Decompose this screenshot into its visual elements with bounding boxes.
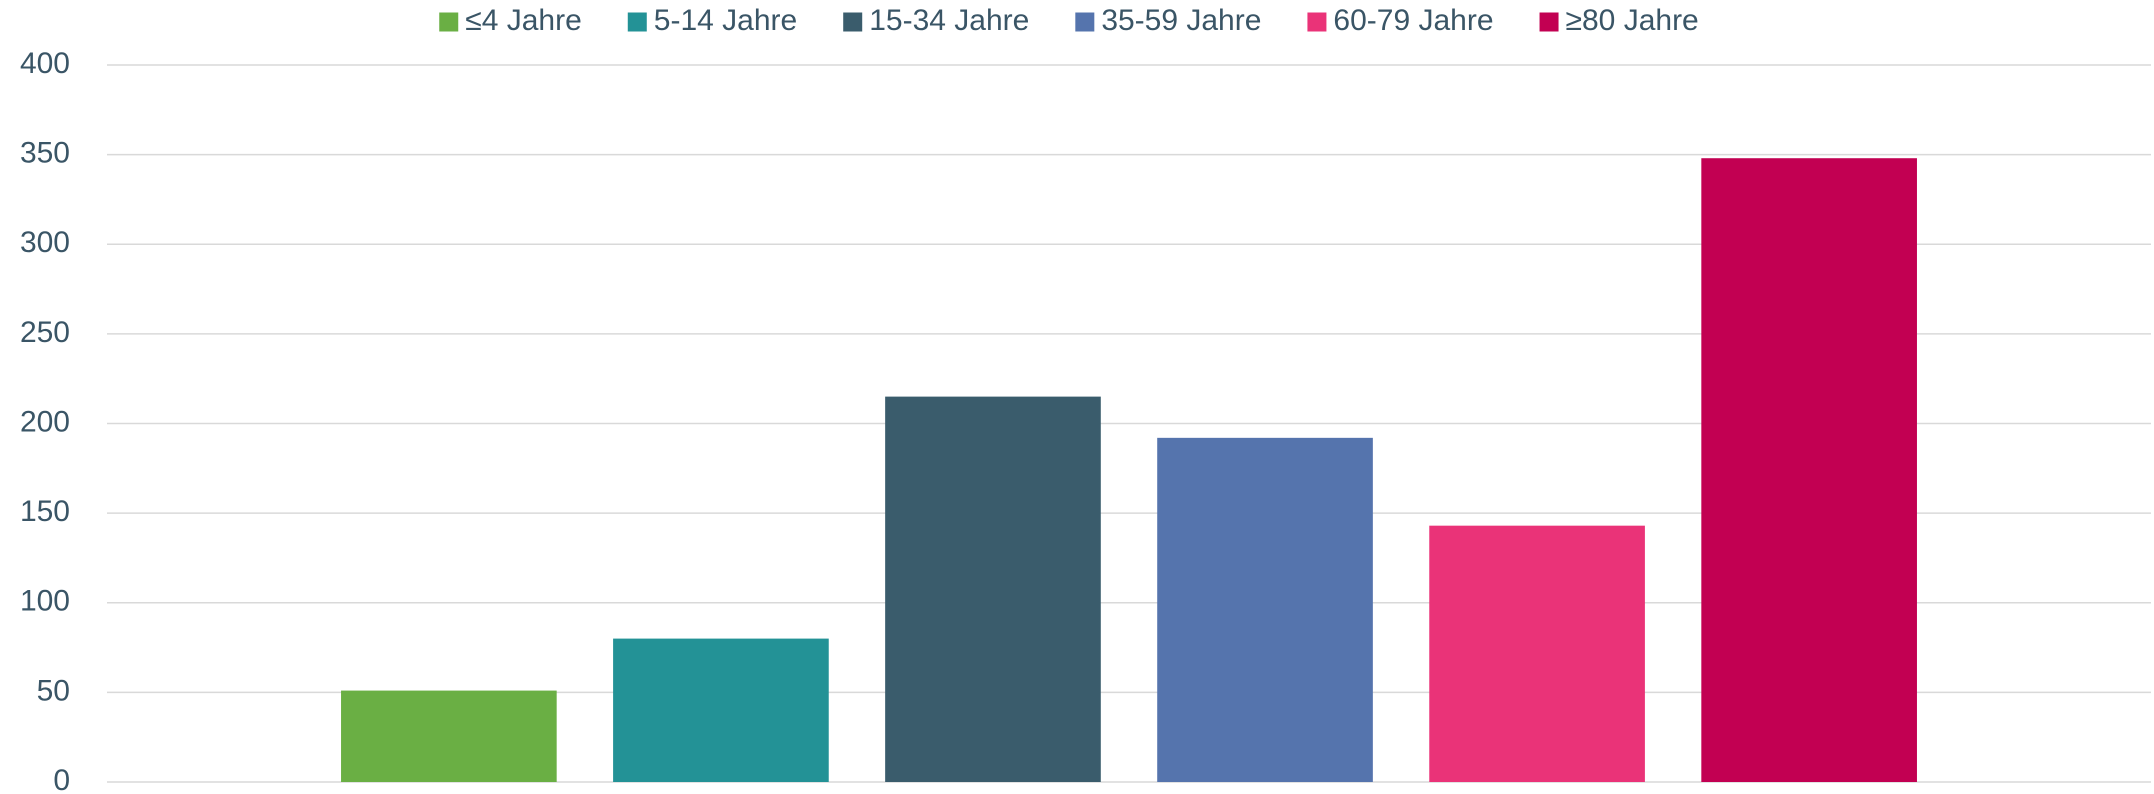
legend-swatch (627, 12, 647, 32)
y-tick-label: 400 (20, 47, 70, 80)
bar (1429, 525, 1645, 782)
y-tick-label: 250 (20, 316, 70, 349)
y-tick-label: 350 (20, 137, 70, 170)
y-tick-label: 150 (20, 495, 70, 528)
legend-label: ≤4 Jahre (465, 4, 582, 37)
legend-swatch (1539, 12, 1559, 32)
legend-label: ≥80 Jahre (1566, 4, 1699, 37)
bar (1157, 437, 1373, 782)
legend-label: 60-79 Jahre (1333, 4, 1493, 37)
legend-swatch (1307, 12, 1327, 32)
legend-label: 5-14 Jahre (654, 4, 797, 37)
legend-swatch (1075, 12, 1095, 32)
bar (613, 638, 829, 782)
y-tick-label: 0 (53, 764, 70, 794)
y-tick-label: 200 (20, 405, 70, 438)
legend-swatch (843, 12, 863, 32)
legend-swatch (439, 12, 459, 32)
bar (885, 396, 1101, 782)
legend-label: 35-59 Jahre (1101, 4, 1261, 37)
bar (341, 690, 557, 782)
bar (1701, 158, 1917, 782)
legend-label: 15-34 Jahre (869, 4, 1029, 37)
y-tick-label: 100 (20, 585, 70, 618)
y-tick-label: 300 (20, 226, 70, 259)
y-tick-label: 50 (37, 674, 70, 707)
